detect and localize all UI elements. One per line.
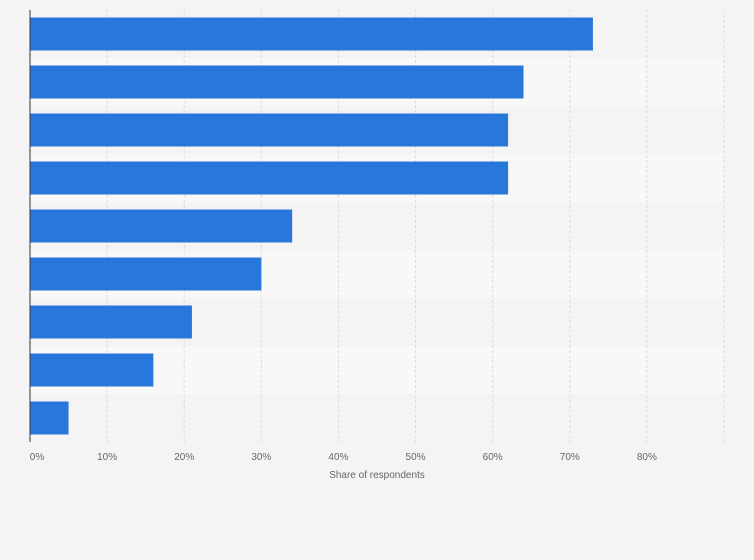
x-tick-label: 10% xyxy=(97,452,117,463)
x-tick-label: 50% xyxy=(406,452,426,463)
row-band xyxy=(30,394,724,442)
bars xyxy=(30,17,593,435)
bar[interactable] xyxy=(30,353,154,387)
x-tick-label: 20% xyxy=(174,452,194,463)
bar[interactable] xyxy=(30,113,509,147)
x-tick-label: 70% xyxy=(560,452,580,463)
x-tick-label: 0% xyxy=(30,452,45,463)
x-tick-label: 30% xyxy=(251,452,271,463)
bar[interactable] xyxy=(30,209,293,243)
x-tick-label: 40% xyxy=(328,452,348,463)
x-axis-title: Share of respondents xyxy=(329,470,425,481)
bar[interactable] xyxy=(30,17,593,51)
bar[interactable] xyxy=(30,401,69,435)
x-tick-label: 80% xyxy=(637,452,657,463)
bar[interactable] xyxy=(30,257,262,291)
x-tick-labels: 0% 10% 20% 30% 40% 50% 60% 70% 80% xyxy=(30,452,657,463)
bar[interactable] xyxy=(30,305,192,339)
x-tick-label: 60% xyxy=(483,452,503,463)
bar[interactable] xyxy=(30,65,524,99)
bar[interactable] xyxy=(30,161,509,195)
